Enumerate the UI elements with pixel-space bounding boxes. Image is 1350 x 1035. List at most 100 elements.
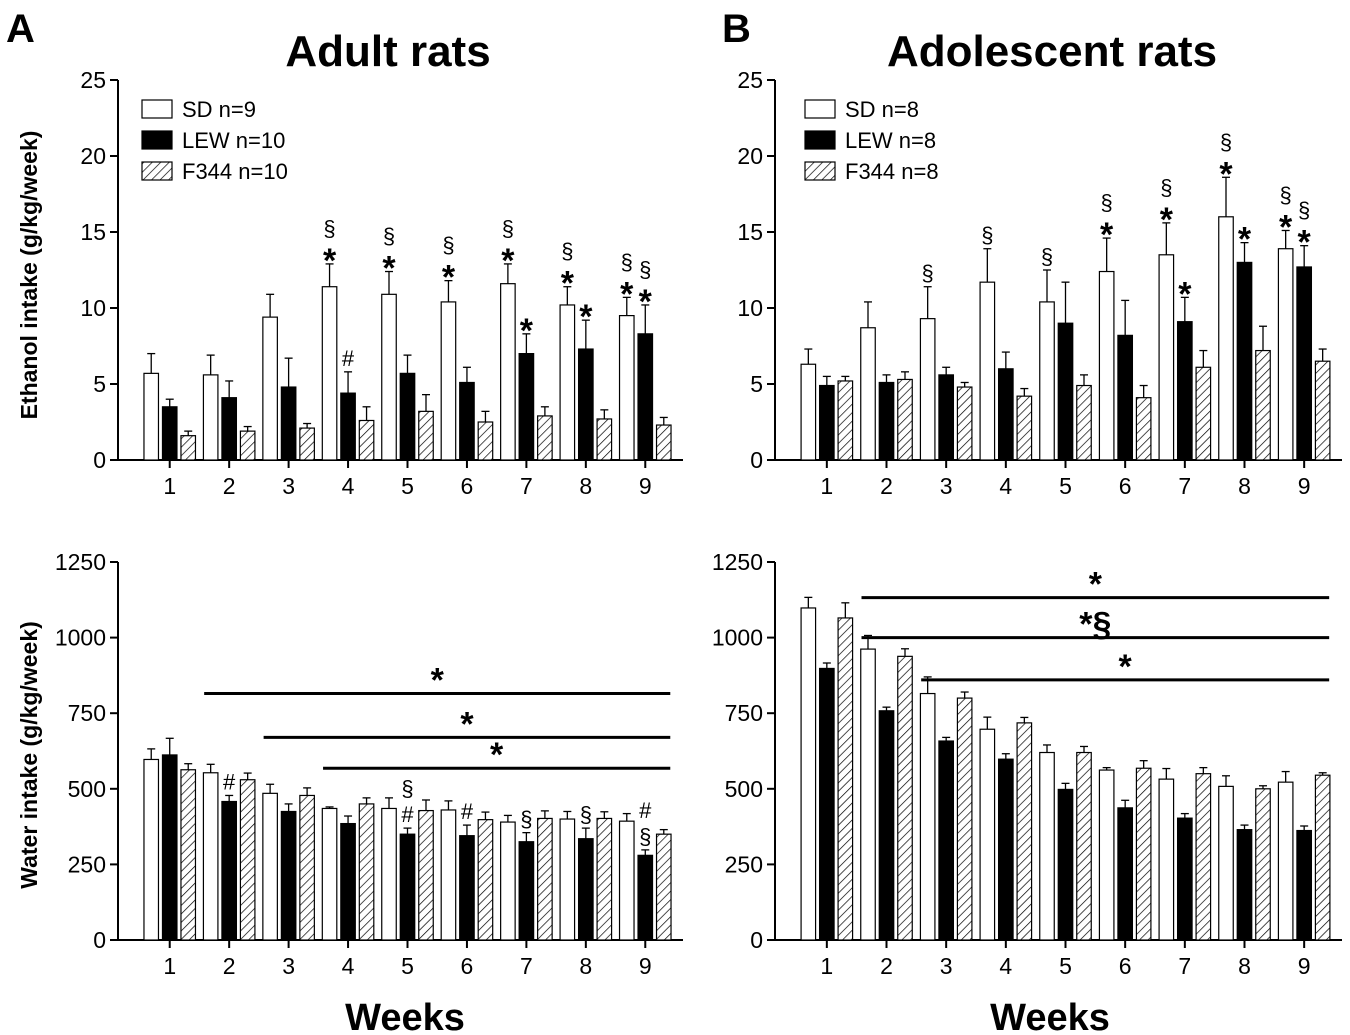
bar-sd [1098, 769, 1115, 941]
bar-lew [938, 740, 955, 941]
panel-a-x-axis-label: Weeks [345, 997, 465, 1035]
bar-lew [818, 384, 835, 461]
significance-marker: § [401, 776, 413, 801]
legend-swatch-sd [141, 99, 173, 119]
x-tick-label: 1 [163, 473, 176, 499]
bar-sd [500, 283, 516, 461]
significance-marker: * [382, 250, 396, 288]
significance-marker: § [621, 249, 633, 274]
y-tick-label: 15 [737, 219, 763, 245]
legend-swatch-lew [141, 130, 173, 150]
significance-marker: § [639, 824, 651, 849]
bar-f344 [1016, 722, 1033, 941]
y-tick-label: 250 [725, 851, 763, 877]
bar-f344 [837, 380, 854, 461]
bar-sd [1218, 785, 1234, 941]
x-tick-label: 7 [1178, 473, 1191, 499]
y-tick-label: 0 [750, 447, 763, 473]
x-tick-label: 5 [401, 953, 414, 979]
bar-sd [202, 374, 219, 461]
bar-lew [518, 353, 535, 461]
bar-lew [518, 841, 535, 941]
y-tick-label: 250 [68, 851, 106, 877]
bracket-label: * [1119, 648, 1133, 686]
significance-marker: * [1238, 221, 1252, 259]
significance-marker: * [1298, 224, 1312, 262]
bar-sd [440, 301, 457, 461]
bar-f344 [1076, 751, 1092, 941]
bar-sd [1277, 248, 1294, 461]
y-tick-label: 500 [725, 776, 763, 802]
bar-f344 [655, 424, 672, 461]
x-tick-label: 4 [342, 953, 355, 979]
significance-marker: * [1160, 201, 1174, 239]
significance-marker: § [442, 233, 454, 258]
significance-marker: # [401, 802, 414, 827]
x-tick-label: 9 [639, 953, 652, 979]
bar-lew [161, 754, 178, 941]
y-tick-label: 15 [80, 219, 106, 245]
significance-marker: * [520, 312, 534, 350]
y-tick-label: 1000 [55, 625, 106, 651]
bar-lew [997, 368, 1014, 461]
bar-sd [321, 286, 338, 461]
significance-marker: * [1219, 155, 1233, 193]
bracket-label: * [431, 662, 445, 700]
x-tick-label: 2 [223, 473, 236, 499]
bar-f344 [897, 655, 913, 941]
y-tick-label: 20 [80, 143, 106, 169]
bar-lew [637, 854, 654, 941]
bar-sd [262, 792, 278, 941]
legend-swatch-f344 [141, 161, 173, 181]
bar-sd [143, 372, 160, 461]
significance-marker: § [1220, 129, 1232, 154]
significance-marker: § [1101, 190, 1113, 215]
panel-a-title: Adult rats [285, 27, 490, 76]
bar-f344 [1255, 349, 1271, 461]
bar-f344 [596, 418, 613, 461]
x-tick-label: 5 [1059, 473, 1072, 499]
bar-lew [399, 372, 416, 461]
x-tick-label: 2 [223, 953, 236, 979]
bar-f344 [1195, 773, 1212, 941]
bracket-label: * [1089, 566, 1103, 604]
x-tick-label: 6 [461, 953, 474, 979]
bar-f344 [358, 803, 375, 941]
bracket-label: * [460, 705, 474, 743]
bar-lew [577, 838, 594, 941]
x-tick-label: 3 [940, 473, 953, 499]
significance-marker: § [1298, 198, 1310, 223]
legend-label: LEW n=8 [845, 128, 936, 153]
bar-sd [440, 809, 457, 941]
y-tick-label: 0 [93, 927, 106, 953]
x-tick-label: 8 [1238, 473, 1251, 499]
bar-f344 [477, 421, 494, 461]
x-tick-label: 9 [639, 473, 652, 499]
bar-f344 [1255, 788, 1271, 941]
significance-marker: § [1041, 244, 1053, 269]
significance-marker: # [639, 798, 652, 823]
bar-lew [577, 348, 594, 461]
bar-lew [459, 381, 475, 461]
legend-label: LEW n=10 [182, 128, 285, 153]
significance-marker: * [1279, 208, 1293, 246]
bar-f344 [299, 794, 315, 941]
bar-lew [340, 392, 356, 461]
y-tick-label: 20 [737, 143, 763, 169]
x-tick-label: 4 [999, 953, 1012, 979]
bar-sd [1158, 254, 1175, 461]
bar-lew [221, 800, 238, 941]
panel-b-x-axis-label: Weeks [990, 997, 1110, 1035]
bar-lew [1176, 321, 1193, 461]
panel-b-title: Adolescent rats [887, 27, 1217, 76]
bar-lew [1117, 334, 1134, 461]
x-tick-label: 1 [820, 953, 833, 979]
bar-sd [1039, 301, 1055, 461]
x-tick-label: 2 [880, 473, 893, 499]
significance-marker: # [461, 799, 474, 824]
bar-lew [938, 374, 955, 461]
x-tick-label: 4 [999, 473, 1012, 499]
x-tick-label: 1 [820, 473, 833, 499]
bar-lew [878, 710, 895, 941]
